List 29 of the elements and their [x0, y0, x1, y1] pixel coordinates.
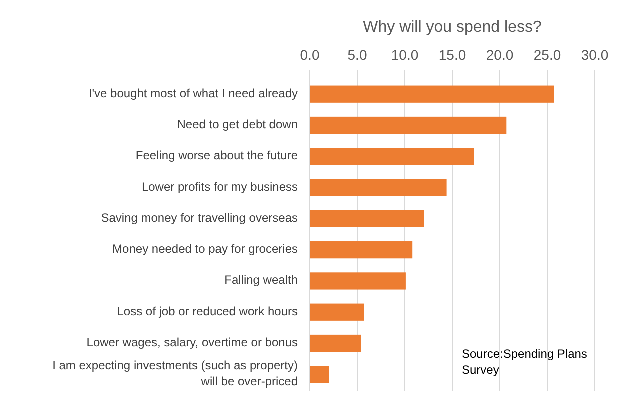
bar: [310, 304, 364, 321]
bar: [310, 210, 424, 228]
y-tick-label: Lower wages, salary, overtime or bonus: [86, 336, 298, 350]
x-tick-label: 10.0: [391, 47, 419, 63]
x-tick-label: 5.0: [348, 47, 368, 63]
bar: [310, 116, 507, 134]
y-tick-label: Lower profits for my business: [142, 180, 298, 194]
bar: [310, 179, 447, 196]
x-tick-label: 30.0: [581, 47, 609, 63]
y-tick-label: Saving money for travelling overseas: [101, 211, 298, 226]
bar: [310, 272, 406, 290]
y-tick-label: I've bought most of what I need already: [88, 86, 298, 101]
y-tick-label: Loss of job or reduced work hours: [117, 304, 298, 319]
bar: [310, 86, 554, 103]
bar: [310, 242, 413, 259]
x-tick-label: 15.0: [438, 47, 466, 63]
x-tick-label: 25.0: [534, 47, 562, 63]
bar: [310, 366, 329, 384]
y-tick-label: Money needed to pay for groceries: [112, 242, 298, 256]
y-tick-label: I am expecting investments (such as property) will be over-priced: [52, 358, 298, 389]
x-tick-label: 20.0: [486, 47, 514, 63]
bar: [310, 148, 474, 166]
chart-title: Why will you spend less?: [363, 19, 542, 36]
y-tick-label: Need to get debt down: [177, 118, 298, 132]
annotation: Source:Spending Plans Survey: [462, 347, 588, 377]
y-tick-label: Falling wealth: [224, 273, 298, 288]
bar: [310, 334, 362, 352]
y-tick-label: Feeling worse about the future: [136, 148, 298, 163]
x-tick-label: 0.0: [300, 47, 320, 63]
